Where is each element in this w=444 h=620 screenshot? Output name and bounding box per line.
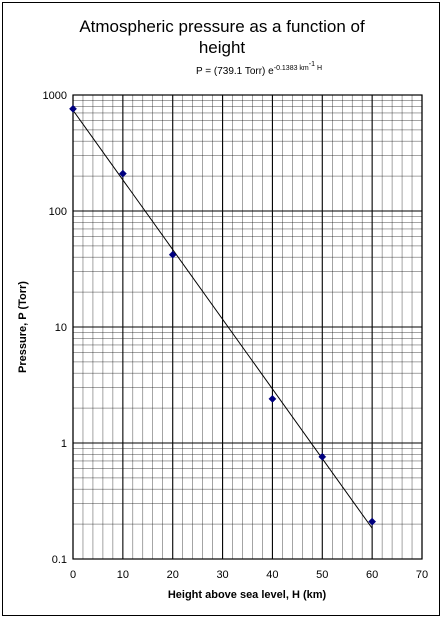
data-point — [69, 104, 77, 113]
data-point — [268, 394, 277, 403]
x-tick-label: 70 — [416, 569, 428, 581]
x-tick-label: 40 — [266, 569, 278, 581]
x-tick-label: 50 — [316, 569, 328, 581]
chart-title: Atmospheric pressure as a function of he… — [0, 16, 444, 58]
equation-exponent: -0.1383 km-1 H — [273, 61, 322, 72]
equation-exponent-suffix: H — [315, 65, 322, 72]
x-tick-label: 20 — [167, 569, 179, 581]
y-axis-label: Pressure, P (Torr) — [17, 281, 29, 373]
points-layer — [69, 104, 377, 526]
chart-frame — [2, 2, 440, 616]
equation-exponent-text: -0.1383 km — [273, 65, 309, 72]
data-point — [318, 452, 327, 461]
equation-prefix: P = (739.1 Torr) e — [196, 66, 274, 77]
y-tick-label: 1000 — [43, 90, 67, 102]
data-point — [118, 169, 127, 178]
y-tick-labels: 0.1 1 10 100 1000 — [43, 90, 67, 566]
plot-area-border — [72, 94, 423, 560]
x-tick-label: 30 — [216, 569, 228, 581]
fit-equation: P = (739.1 Torr) e-0.1383 km-1 H — [196, 61, 322, 77]
grid-major — [72, 94, 423, 560]
x-axis-label: Height above sea level, H (km) — [168, 589, 327, 601]
data-point — [368, 517, 377, 526]
y-tick-label: 100 — [49, 206, 67, 218]
x-tick-label: 60 — [366, 569, 378, 581]
y-tick-label: 0.1 — [52, 554, 67, 566]
equation-exponent-sup: -1 — [308, 61, 315, 68]
x-tick-label: 10 — [117, 569, 129, 581]
y-tick-label: 1 — [61, 438, 67, 450]
x-tick-label: 0 — [70, 569, 76, 581]
title-line-2: height — [198, 38, 246, 57]
title-line-1: Atmospheric pressure as a function of — [79, 17, 365, 36]
data-point — [168, 250, 177, 259]
x-tick-labels: 0 10 20 30 40 50 60 70 — [70, 569, 428, 581]
y-tick-label: 10 — [55, 322, 67, 334]
